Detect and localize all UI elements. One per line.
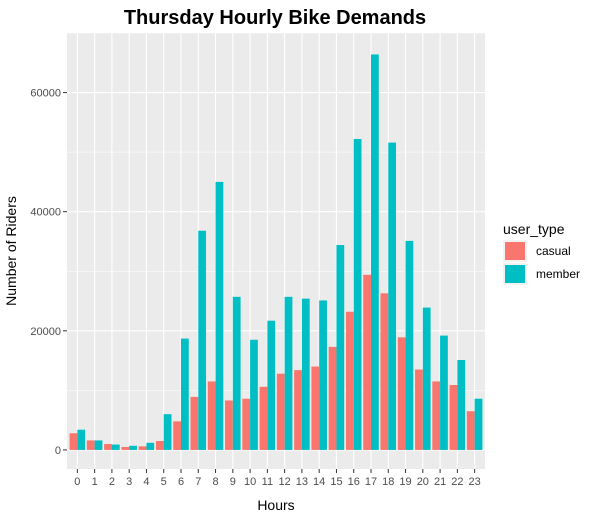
x-tick-label: 3 [126, 476, 132, 488]
x-tick-label: 12 [279, 476, 291, 488]
bar-casual-3 [121, 446, 130, 450]
bar-member-2 [111, 444, 120, 450]
bar-member-21 [440, 335, 448, 450]
x-tick-label: 18 [382, 476, 394, 488]
bar-member-15 [336, 245, 345, 450]
bar-casual-12 [276, 373, 285, 450]
bar-casual-14 [311, 366, 320, 450]
bar-member-0 [77, 429, 86, 450]
y-tick-label: 40000 [30, 207, 61, 219]
bar-member-22 [457, 360, 466, 450]
x-tick-label: 17 [365, 476, 377, 488]
x-tick-label: 6 [178, 476, 184, 488]
bar-member-7 [198, 230, 207, 450]
bar-casual-1 [86, 440, 95, 450]
bar-casual-13 [294, 370, 302, 450]
bar-member-11 [267, 320, 276, 450]
bar-member-20 [422, 307, 431, 450]
legend-swatch-casual [505, 242, 525, 260]
bar-casual-6 [173, 421, 181, 450]
x-tick-label: 11 [262, 476, 273, 488]
x-tick-label: 21 [434, 476, 446, 488]
bar-casual-4 [138, 446, 147, 450]
bar-casual-22 [449, 385, 458, 450]
bar-casual-9 [225, 400, 233, 450]
bar-member-17 [371, 54, 379, 450]
x-axis-title: Hours [257, 497, 294, 513]
x-tick-label: 8 [212, 476, 218, 488]
x-tick-label: 9 [230, 476, 236, 488]
x-tick-label: 2 [109, 476, 115, 488]
bar-member-23 [474, 398, 483, 450]
bar-member-4 [146, 442, 155, 450]
x-tick-label: 7 [195, 476, 201, 488]
legend-label-casual: casual [536, 244, 571, 258]
x-tick-label: 13 [296, 476, 308, 488]
x-tick-label: 14 [313, 476, 325, 488]
bar-casual-19 [397, 337, 406, 450]
x-axis-ticks: 0 1 2 3 4 5 6 7 8 9 10 11 12 13 14 15 16 17 18 19 20 21 22 23 [74, 469, 481, 488]
bar-casual-20 [415, 369, 423, 450]
x-tick-label: 23 [469, 476, 481, 488]
legend-swatch-member [505, 265, 525, 283]
bar-member-16 [353, 139, 362, 450]
bar-casual-16 [345, 311, 354, 450]
y-axis-ticks: 0 20000 40000 60000 [30, 88, 67, 457]
bar-casual-5 [155, 441, 164, 450]
legend: user_type casual member [503, 221, 580, 285]
bar-casual-18 [380, 293, 389, 450]
bar-member-13 [301, 298, 310, 450]
bar-casual-17 [363, 274, 371, 450]
x-tick-label: 19 [399, 476, 411, 488]
bar-casual-8 [207, 381, 216, 450]
x-tick-label: 20 [417, 476, 429, 488]
legend-label-member: member [536, 267, 580, 281]
bar-casual-15 [328, 346, 337, 450]
bar-member-12 [284, 296, 293, 450]
x-tick-label: 15 [330, 476, 342, 488]
y-axis-title: Number of Riders [3, 196, 19, 306]
x-tick-label: 22 [451, 476, 463, 488]
bar-member-14 [319, 300, 327, 450]
bar-member-6 [181, 338, 189, 450]
bars-group [69, 54, 483, 450]
x-tick-label: 16 [348, 476, 360, 488]
bar-member-8 [215, 181, 224, 450]
x-tick-label: 10 [244, 476, 256, 488]
x-tick-label: 5 [161, 476, 167, 488]
bar-casual-10 [242, 398, 251, 450]
x-tick-label: 4 [143, 476, 149, 488]
bar-member-3 [129, 445, 137, 450]
bar-member-9 [232, 296, 241, 450]
bar-member-10 [250, 339, 258, 450]
bar-casual-23 [466, 411, 475, 450]
bar-casual-0 [69, 433, 78, 450]
bar-member-19 [405, 240, 414, 450]
legend-title: user_type [503, 221, 565, 237]
bar-member-5 [163, 414, 172, 450]
bar-casual-2 [104, 443, 112, 450]
bar-member-18 [388, 142, 397, 450]
y-tick-label: 20000 [30, 326, 61, 338]
y-tick-label: 60000 [30, 88, 61, 100]
bar-casual-7 [190, 396, 199, 450]
x-tick-label: 1 [92, 476, 98, 488]
chart-title: Thursday Hourly Bike Demands [124, 7, 426, 29]
bar-member-1 [94, 440, 103, 450]
x-tick-label: 0 [74, 476, 80, 488]
bar-casual-21 [432, 381, 441, 450]
bar-casual-11 [259, 386, 268, 450]
y-tick-label: 0 [55, 445, 61, 457]
